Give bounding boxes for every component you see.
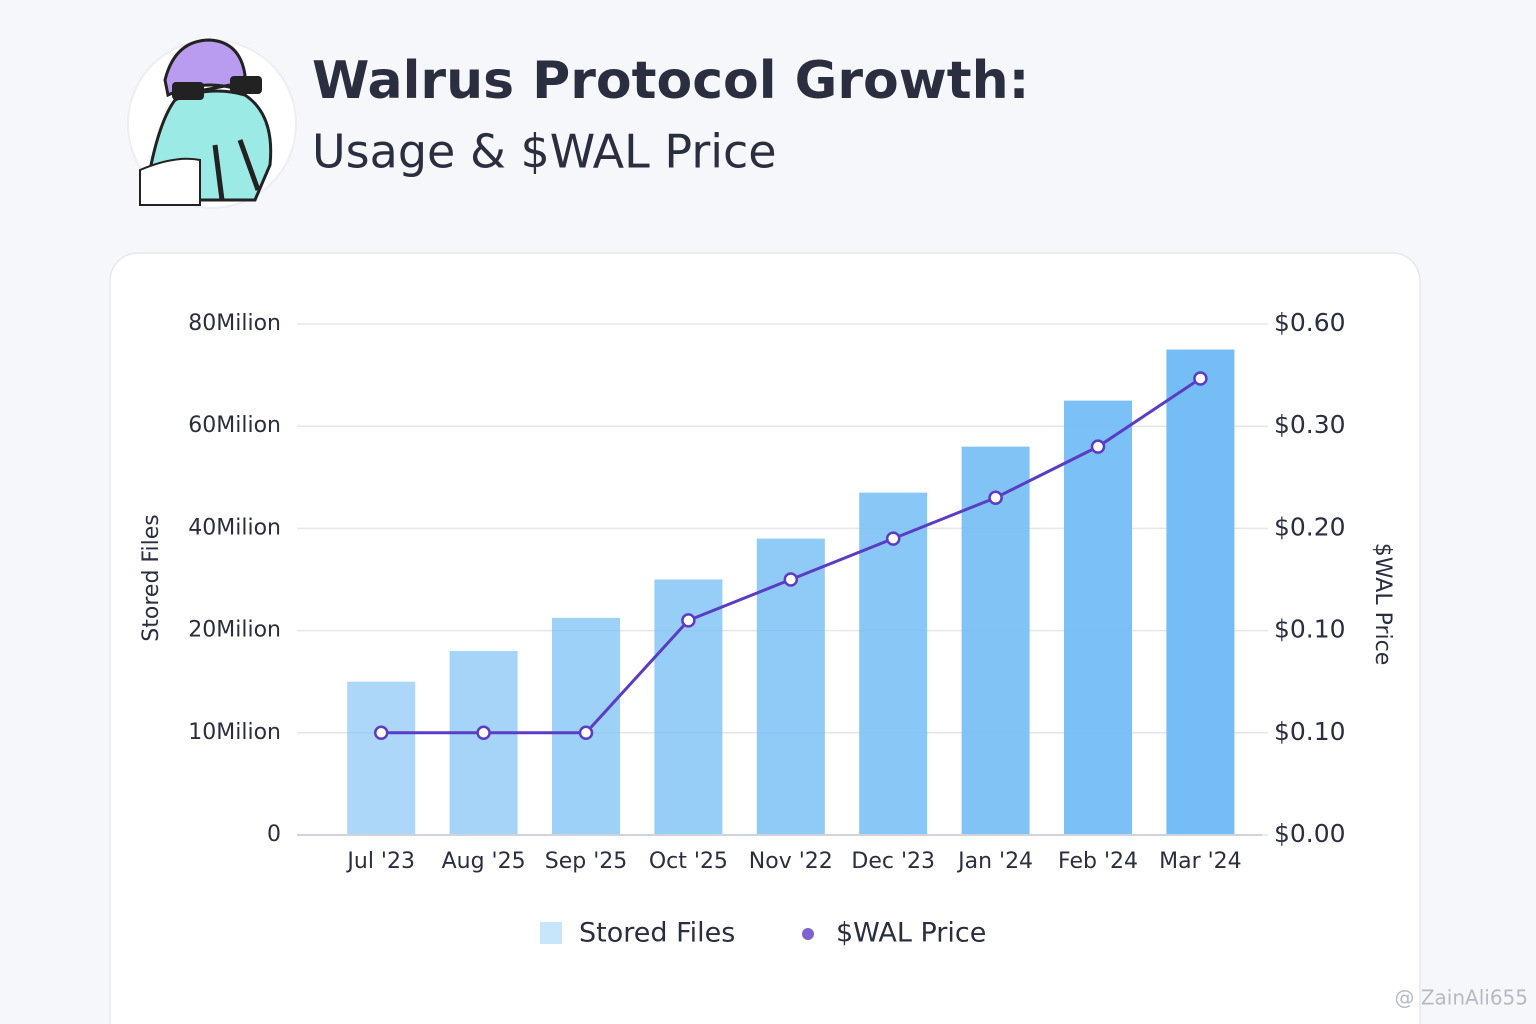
x-tick-label: Jul '23 <box>345 849 415 874</box>
x-tick-label: Sep '25 <box>545 849 628 874</box>
avatar <box>127 38 297 209</box>
x-tick-label: Jan '24 <box>956 849 1033 874</box>
x-tick-label: Mar '24 <box>1159 849 1242 874</box>
watermark: @ ZainAli655 <box>1394 986 1528 1010</box>
y-axis-label: Stored Files <box>139 514 164 641</box>
x-tick-label: Feb '24 <box>1058 849 1138 874</box>
y2-tick-label: $0.20 <box>1274 512 1346 541</box>
price-point <box>1090 439 1106 454</box>
y-tick-label: 60Milion <box>188 413 281 438</box>
bar <box>961 446 1030 835</box>
legend-label: $WAL Price <box>836 918 986 949</box>
y2-tick-label: $0.00 <box>1274 819 1346 848</box>
y-tick-label: 40Milion <box>188 515 281 540</box>
x-tick-label: Dec '23 <box>851 849 935 874</box>
price-point <box>681 613 696 628</box>
price-point <box>783 572 799 587</box>
bar <box>1166 349 1235 835</box>
y-tick-label: 0 <box>267 822 281 847</box>
price-point <box>373 725 389 741</box>
price-point <box>1193 371 1208 386</box>
y2-tick-label: $0.10 <box>1274 717 1346 746</box>
legend-swatch <box>540 922 562 944</box>
x-tick-label: Nov '22 <box>749 849 833 874</box>
y2-tick-label: $0.30 <box>1274 410 1346 439</box>
legend-swatch <box>800 926 816 942</box>
bar <box>449 651 518 835</box>
y2-tick-label: $0.10 <box>1274 615 1346 644</box>
bar <box>347 681 416 835</box>
y-tick-label: 80Milion <box>188 311 281 336</box>
x-tick-label: Aug '25 <box>442 849 526 874</box>
y2-axis-label: $WAL Price <box>1370 543 1395 666</box>
price-point <box>885 531 901 546</box>
legend-label: Stored Files <box>579 918 735 949</box>
x-tick-label: Oct '25 <box>649 849 728 874</box>
y-tick-label: 10Milion <box>188 720 281 745</box>
y-tick-label: 20Milion <box>188 618 281 643</box>
chart-title: Walrus Protocol Growth: <box>312 51 1029 111</box>
price-point <box>476 725 491 741</box>
y2-tick-label: $0.60 <box>1274 308 1346 337</box>
price-point <box>988 490 1003 505</box>
price-point <box>578 725 594 741</box>
bar <box>859 492 928 835</box>
chart-subtitle: Usage & $WAL Price <box>312 125 777 179</box>
bar <box>1064 400 1132 835</box>
